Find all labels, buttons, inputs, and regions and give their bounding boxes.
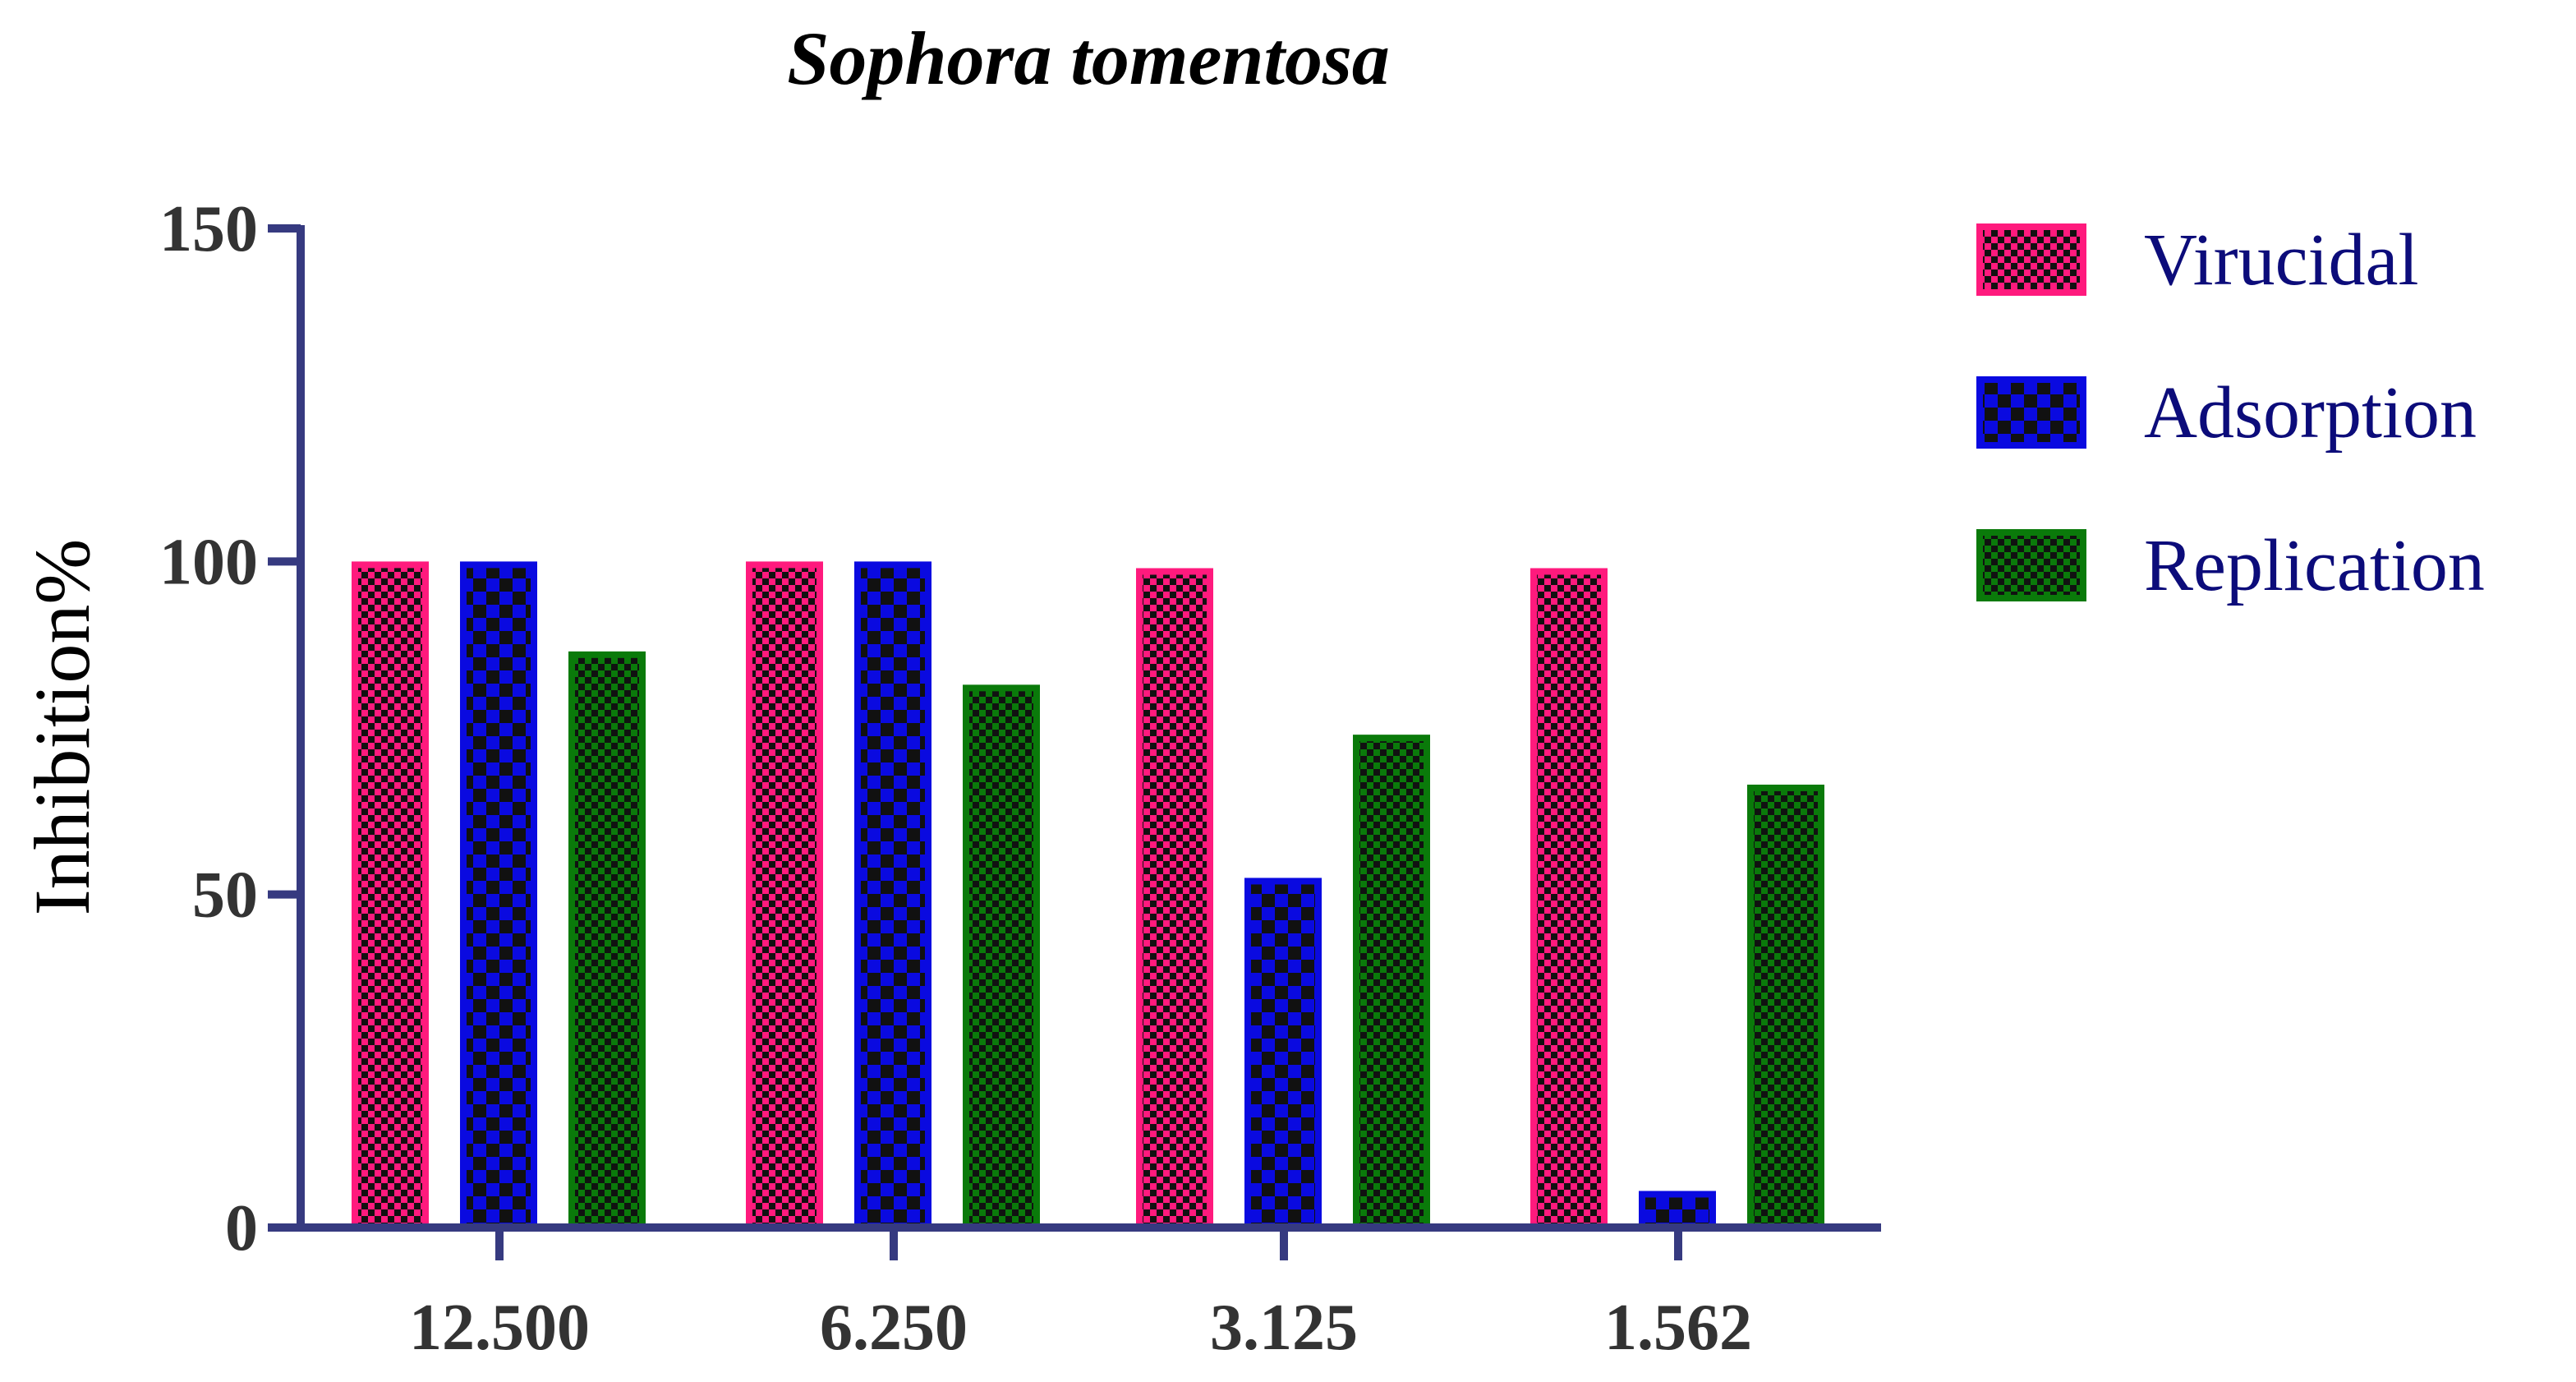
legend-label-replication: Replication xyxy=(2144,525,2485,606)
bar-replication-3.125 xyxy=(1353,735,1430,1231)
bar-replication-1.562 xyxy=(1747,784,1824,1231)
legend-label-virucidal: Virucidal xyxy=(2144,219,2418,301)
y-tick-label: 0 xyxy=(225,1192,258,1265)
legend-swatch-replication xyxy=(1976,529,2086,601)
axes xyxy=(297,225,1881,1232)
bar-virucidal-1.562 xyxy=(1530,568,1608,1231)
y-tick-label: 100 xyxy=(159,526,258,598)
bar-adsorption-3.125 xyxy=(1244,878,1322,1232)
bar-adsorption-12.500 xyxy=(460,561,537,1231)
bars xyxy=(352,561,1824,1232)
y-axis-label: Inhibition% xyxy=(18,539,106,916)
x-tick-label: 1.562 xyxy=(1604,1292,1752,1364)
bar-adsorption-6.250 xyxy=(854,561,932,1231)
x-tick-label: 3.125 xyxy=(1210,1292,1358,1364)
y-axis-ticks: 0 50 100 150 xyxy=(159,193,301,1265)
bar-virucidal-6.250 xyxy=(746,561,823,1231)
legend-swatch-adsorption xyxy=(1976,376,2086,449)
bar-adsorption-1.562 xyxy=(1639,1191,1716,1232)
y-tick-label: 150 xyxy=(159,193,258,265)
bar-virucidal-3.125 xyxy=(1136,568,1213,1231)
x-tick-label: 6.250 xyxy=(820,1292,968,1364)
x-axis-ticks: 12.500 6.250 3.125 1.562 xyxy=(409,1228,1752,1364)
chart-title: Sophora tomentosa xyxy=(787,16,1390,100)
bar-replication-12.500 xyxy=(568,651,646,1231)
legend-label-adsorption: Adsorption xyxy=(2144,372,2477,454)
x-tick-label: 12.500 xyxy=(409,1292,590,1364)
bar-virucidal-12.500 xyxy=(352,561,429,1231)
y-tick-label: 50 xyxy=(192,859,258,932)
legend: Virucidal Adsorption Replication xyxy=(1976,219,2485,606)
bar-replication-6.250 xyxy=(963,684,1040,1231)
legend-swatch-virucidal xyxy=(1976,223,2086,296)
